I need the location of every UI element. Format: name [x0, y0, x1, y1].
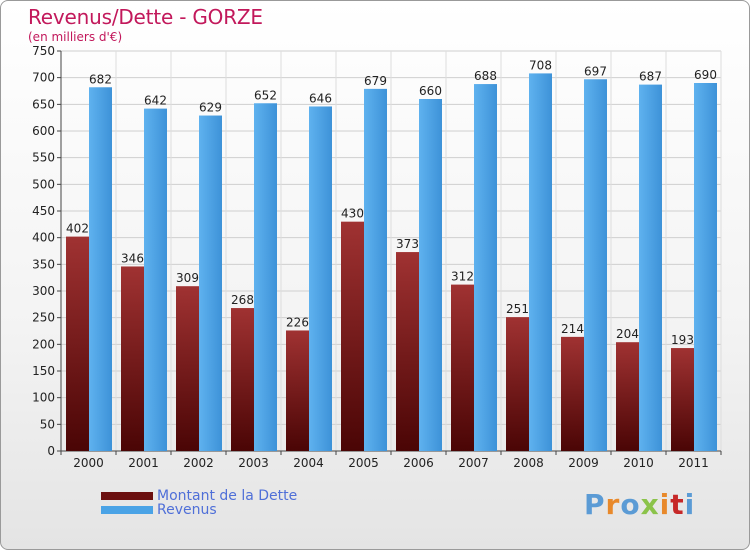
legend-swatch-revenus — [101, 506, 153, 514]
x-tick-label: 2005 — [348, 456, 379, 470]
logo-letter: t — [670, 488, 685, 521]
y-tick-label: 650 — [32, 97, 55, 111]
data-label: 688 — [474, 69, 497, 83]
revenus-bar — [694, 83, 717, 451]
y-tick-label: 50 — [40, 417, 55, 431]
dette-bar — [506, 317, 529, 451]
bars — [66, 73, 717, 452]
y-tick-label: 250 — [32, 311, 55, 325]
axes: 0 50 100 150 200 250 300 350 400 450 500 550 600 650 7… — [32, 44, 722, 470]
revenus-bar — [529, 73, 552, 452]
data-label: 346 — [121, 251, 144, 265]
y-tick-label: 600 — [32, 124, 55, 138]
x-tick-label: 2003 — [238, 456, 269, 470]
x-tick-label: 2002 — [183, 456, 214, 470]
y-tick-label: 400 — [32, 231, 55, 245]
y-tick-label: 500 — [32, 177, 55, 191]
y-tick-label: 450 — [32, 204, 55, 218]
revenus-bar — [364, 88, 387, 451]
revenus-bar — [474, 84, 497, 452]
data-label: 430 — [341, 207, 364, 221]
data-label: 309 — [176, 271, 199, 285]
x-tick-label: 2011 — [678, 456, 709, 470]
data-label: 708 — [529, 58, 552, 72]
logo-letter: r — [605, 488, 621, 521]
dette-bar — [286, 330, 309, 451]
dette-bar — [396, 252, 419, 451]
revenus-bar — [639, 84, 662, 451]
proxiti-logo: Proxiti — [584, 488, 695, 521]
revenus-bar — [89, 87, 112, 452]
dette-bar — [121, 266, 144, 451]
data-label: 373 — [396, 237, 419, 251]
x-tick-label: 2008 — [513, 456, 544, 470]
data-label: 690 — [694, 68, 717, 82]
dette-bar — [341, 221, 364, 451]
dette-bar — [231, 308, 254, 451]
y-tick-label: 300 — [32, 284, 55, 298]
dette-bar — [176, 286, 199, 451]
x-tick-label: 2006 — [403, 456, 434, 470]
y-tick-label: 100 — [32, 391, 55, 405]
data-label: 660 — [419, 84, 442, 98]
data-label: 642 — [144, 94, 167, 108]
revenus-bar — [584, 79, 607, 452]
data-label: 682 — [89, 72, 112, 86]
data-label: 214 — [561, 322, 584, 336]
data-label: 204 — [616, 327, 639, 341]
x-tick-label: 2010 — [623, 456, 654, 470]
data-label: 697 — [584, 64, 607, 78]
data-label: 646 — [309, 91, 332, 105]
logo-letter: o — [620, 488, 641, 521]
data-label: 687 — [639, 70, 662, 84]
dette-bar — [671, 348, 694, 451]
y-tick-label: 700 — [32, 71, 55, 85]
revenus-bar — [144, 108, 167, 451]
y-tick-label: 200 — [32, 337, 55, 351]
y-tick-label: 550 — [32, 151, 55, 165]
revenus-bar — [419, 99, 442, 451]
logo-letter: x — [640, 488, 660, 521]
x-tick-label: 2001 — [128, 456, 159, 470]
chart-title: Revenus/Dette - GORZE — [28, 5, 263, 29]
data-label: 652 — [254, 88, 277, 102]
data-label: 679 — [364, 74, 387, 88]
chart-subtitle: (en milliers d'€) — [28, 30, 123, 44]
data-label: 312 — [451, 270, 474, 284]
x-tick-label: 2000 — [73, 456, 104, 470]
y-tick-label: 350 — [32, 257, 55, 271]
data-label: 402 — [66, 222, 89, 236]
legend-item-dette: Montant de la Dette — [101, 488, 297, 504]
logo-letter: i — [684, 488, 696, 521]
logo-letter: P — [584, 488, 606, 521]
x-tick-label: 2009 — [568, 456, 599, 470]
data-label: 251 — [506, 302, 529, 316]
legend-item-revenus: Revenus — [101, 502, 217, 518]
y-tick-label: 750 — [32, 44, 55, 58]
data-labels: 402 682 346 642 309 629 268 652 226 646 430 679 373 6… — [66, 58, 717, 347]
legend-swatch-dette — [101, 492, 153, 500]
legend-label-revenus: Revenus — [157, 502, 217, 518]
data-label: 268 — [231, 293, 254, 307]
revenus-bar — [254, 103, 277, 452]
data-label: 226 — [286, 315, 309, 329]
dette-bar — [616, 342, 639, 451]
logo-letter: i — [659, 488, 671, 521]
y-tick-label: 150 — [32, 364, 55, 378]
dette-bar — [451, 284, 474, 451]
y-tick-label: 0 — [47, 444, 55, 458]
revenus-bar — [199, 115, 222, 452]
data-label: 629 — [199, 101, 222, 115]
revenus-bar — [309, 106, 332, 451]
data-label: 193 — [671, 333, 694, 347]
dette-bar — [561, 336, 584, 451]
legend-label-dette: Montant de la Dette — [157, 488, 298, 504]
x-tick-label: 2004 — [293, 456, 324, 470]
x-tick-label: 2007 — [458, 456, 489, 470]
dette-bar — [66, 236, 89, 451]
